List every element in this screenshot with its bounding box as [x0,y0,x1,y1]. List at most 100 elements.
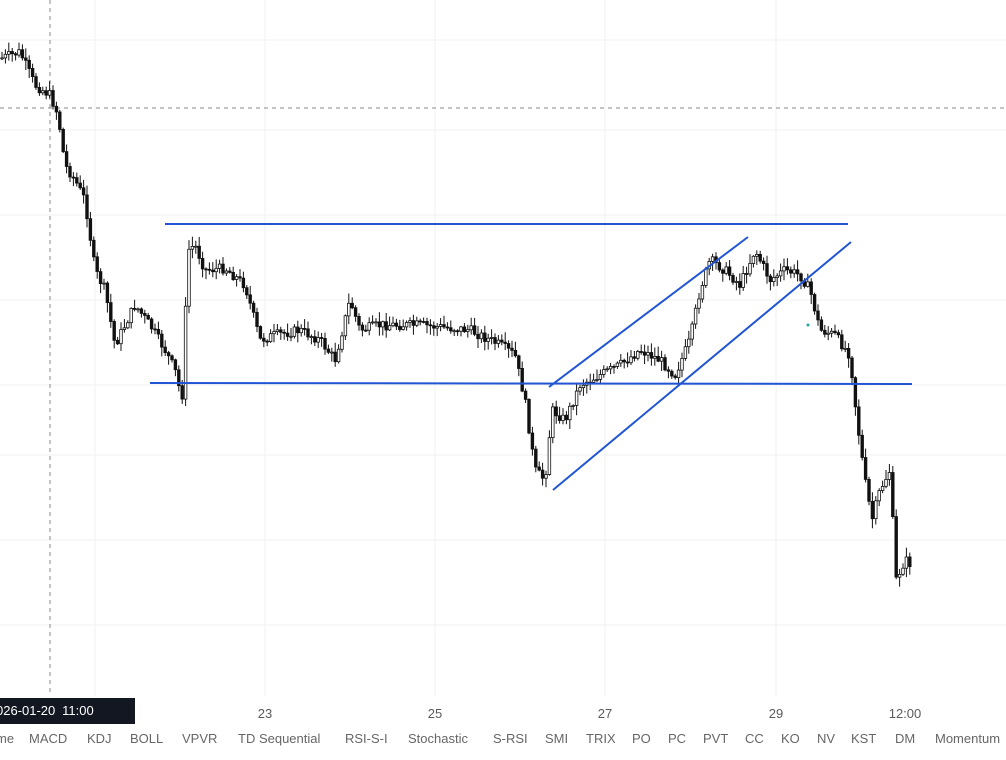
indicator-button[interactable]: DM [895,731,916,746]
candle-body [846,347,851,359]
candle-body [462,326,467,333]
candle-body [602,369,606,375]
indicator-button[interactable]: Stochastic [408,731,468,746]
candle-body [544,474,548,479]
candle-body [408,320,412,323]
candle-body [744,273,749,275]
indicator-button[interactable]: Momentum [935,731,1001,746]
indicator-button[interactable]: VPVR [182,731,218,746]
candle-body [843,347,847,350]
indicator-button[interactable]: BOLL [130,731,164,746]
indicator-button[interactable]: KO [781,731,800,746]
candle-body [370,321,375,324]
candle-body [860,434,864,458]
candle-body [241,277,246,289]
candle-body [88,218,93,241]
indicator-button[interactable]: S-RSI [493,731,528,746]
candle-body [279,329,283,333]
indicator-button[interactable]: RSI-S-I [345,731,388,746]
crosshair-time-label: 026-01-20 11:00 [0,698,135,724]
indicator-button[interactable]: SMI [545,731,569,746]
candle-body [639,351,643,353]
candle-body [357,315,361,326]
candle-body [591,379,596,383]
candle-body [200,257,205,270]
candle-body [160,333,164,348]
candle-body [146,314,150,320]
candle-body [275,329,280,332]
candle-body [506,343,511,349]
candle-body [126,322,130,329]
candle-body [649,352,654,359]
indicator-button[interactable]: TD Sequential [238,731,321,746]
candle-body [285,332,290,337]
candle-body [30,68,35,78]
candle-body [421,321,426,323]
candle-body [197,245,201,259]
trendline-support[interactable] [149,382,913,385]
candle-body [156,328,161,335]
candle-body [51,90,55,107]
candle-body [255,311,259,327]
candle-body [452,330,456,333]
candle-body [836,332,841,336]
candle-body [806,281,810,287]
indicator-button[interactable]: PC [668,731,687,746]
candle-body [574,390,579,406]
candle-body [795,269,800,275]
candle-body [207,268,212,271]
candle-body [119,329,123,345]
indicator-button[interactable]: PVT [703,731,729,746]
candle-body [214,267,218,273]
candle-body [68,166,72,178]
candle-body [44,90,48,96]
candle-body [829,330,834,334]
indicator-button[interactable]: NV [817,731,836,746]
channel-lower-line[interactable] [552,241,852,491]
indicator-button[interactable]: PO [632,731,651,746]
indicator-button[interactable]: KST [851,731,877,746]
candle-body [316,337,320,343]
candle-body [666,369,671,372]
candle-body [190,245,195,250]
candle-body [194,245,198,248]
indicator-button[interactable]: KDJ [87,731,112,746]
candle-body [234,276,239,280]
price-chart[interactable] [0,0,1006,696]
candle-body [469,325,473,331]
candle-body [398,325,402,330]
candle-body [425,321,429,326]
indicator-button[interactable]: CC [745,731,764,746]
candle-body [775,275,779,278]
candle-body [139,308,144,314]
candle-body [683,346,688,359]
candle-body [595,378,599,381]
candle-body [772,277,776,282]
candle-body [251,302,256,313]
indicator-button[interactable]: TRIX [586,731,616,746]
candle-body [238,276,242,279]
candle-body [724,266,728,274]
indicator-toolbar: me MACD KDJ BOLL VPVR TD Sequential RSI-… [0,728,1006,752]
candle-body [517,355,521,369]
candle-body [564,414,569,421]
indicator-button[interactable]: MACD [29,731,68,746]
candle-body [751,255,756,264]
indicator-button[interactable]: me [0,731,15,746]
candle-body [537,466,541,471]
candle-body [173,359,178,371]
candle-body [442,324,446,328]
candle-body [874,500,878,519]
candle-body [27,59,31,69]
candle-body [792,269,796,274]
channel-upper-line[interactable] [548,236,749,388]
candle-body [853,377,858,408]
candle-body [47,90,52,96]
candle-body [615,362,620,367]
candle-body [3,53,8,59]
candle-body [411,320,416,326]
candle-body [248,294,252,304]
candle-body [673,375,677,378]
candle-body [510,347,514,351]
candle-body [571,404,575,407]
